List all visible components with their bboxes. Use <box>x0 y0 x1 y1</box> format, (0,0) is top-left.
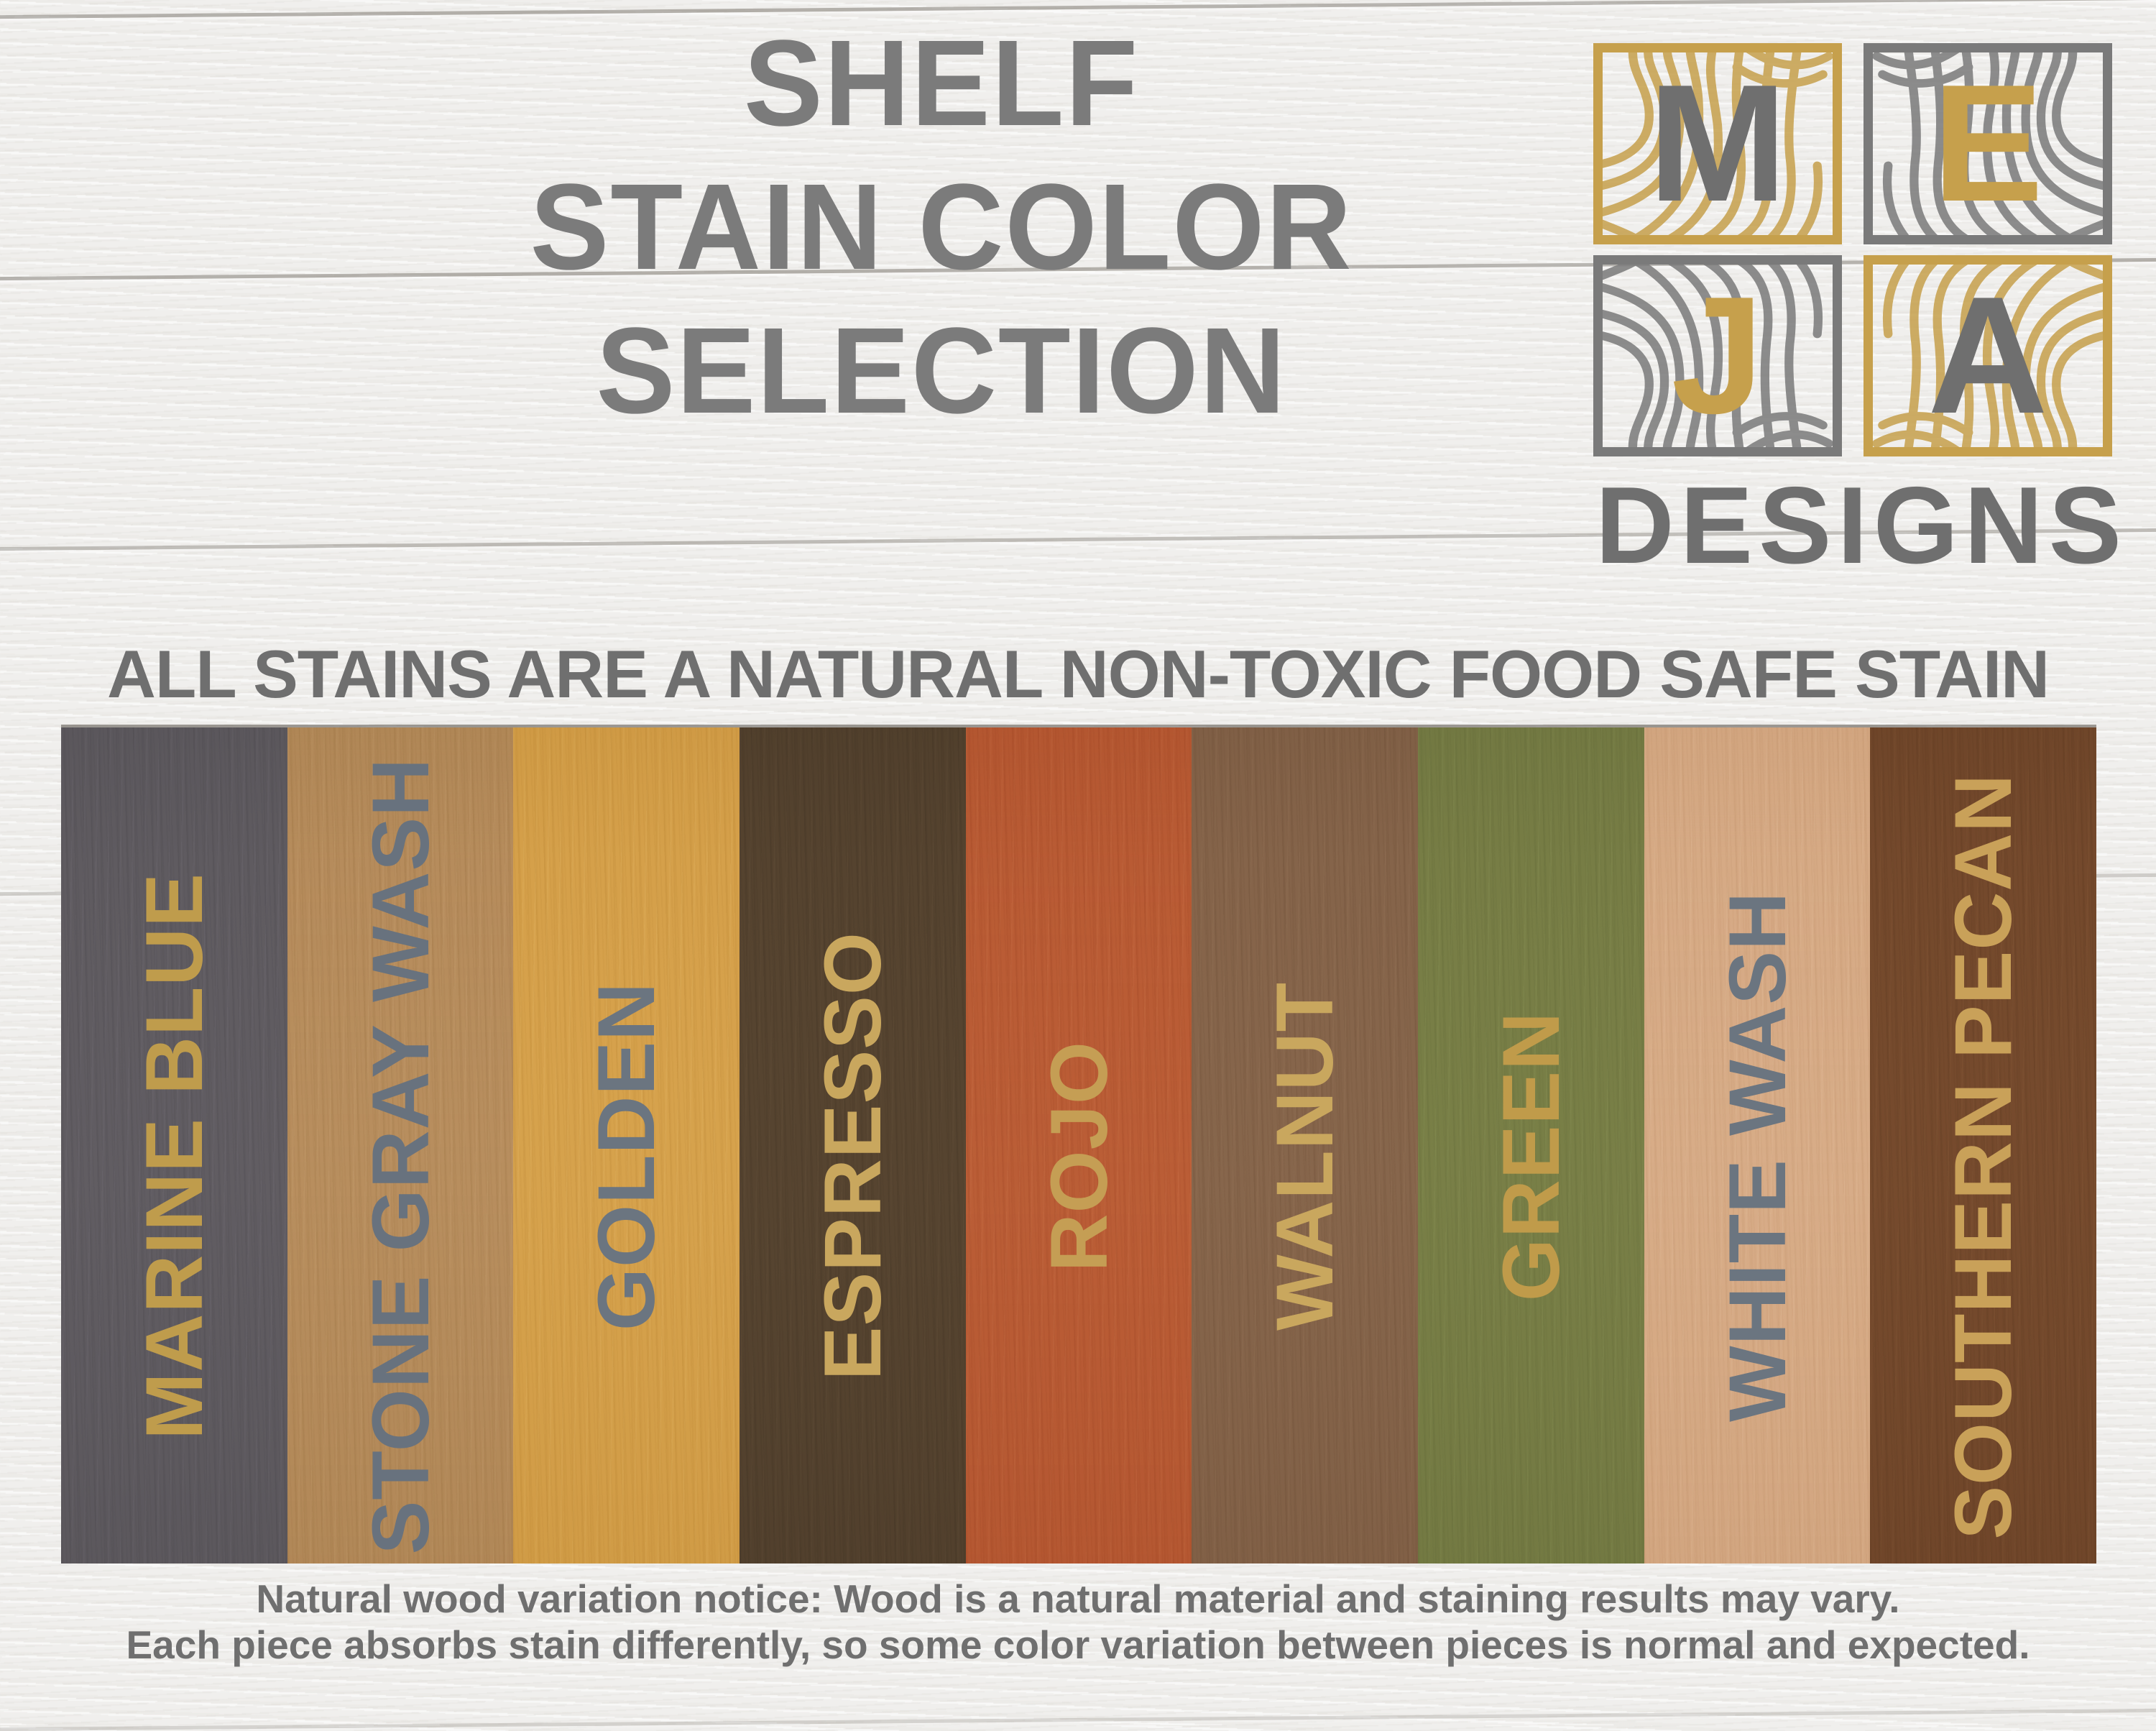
food-safe-banner: ALL STAINS ARE A NATURAL NON-TOXIC FOOD … <box>106 636 2050 712</box>
swatch-label-white-wash: WHITE WASH <box>1712 891 1802 1422</box>
logo-letter: E <box>1932 50 2044 237</box>
page-title: SHELF STAIN COLOR SELECTION <box>244 12 1639 443</box>
swatch-label-golden: GOLDEN <box>581 981 672 1331</box>
wood-grain-pattern-icon <box>1873 265 2103 447</box>
logo-letter: A <box>1927 262 2048 449</box>
logo-tile-j: J <box>1593 255 1842 456</box>
variation-notice-line-2: Each piece absorbs stain differently, so… <box>126 1622 2030 1667</box>
swatch-golden: GOLDEN <box>513 727 740 1564</box>
brand-name: DESIGNS <box>1595 464 2128 587</box>
brand-logo-monogram: M E J A <box>1593 43 2112 456</box>
swatch-walnut: WALNUT <box>1192 727 1419 1564</box>
swatch-white-wash: WHITE WASH <box>1644 727 1871 1564</box>
title-line-3: SELECTION <box>596 303 1287 439</box>
title-line-2: STAIN COLOR <box>530 159 1353 295</box>
swatch-label-rojo: ROJO <box>1033 1040 1124 1272</box>
logo-letter: M <box>1648 50 1787 237</box>
variation-notice: Natural wood variation notice: Wood is a… <box>0 1576 2156 1668</box>
logo-tile-a: A <box>1864 255 2112 456</box>
wood-grain-pattern-icon <box>1603 265 1833 447</box>
wood-grain-pattern-icon <box>1873 52 2103 235</box>
swatch-label-espresso: ESPRESSO <box>807 932 898 1381</box>
title-line-1: SHELF <box>743 15 1140 152</box>
swatch-label-stone-gray-wash: STONE GRAY WASH <box>355 758 446 1555</box>
swatch-green: GREEN <box>1418 727 1644 1564</box>
swatch-espresso: ESPRESSO <box>740 727 966 1564</box>
wood-grain-pattern-icon <box>1603 52 1833 235</box>
logo-letter: J <box>1671 262 1764 449</box>
swatch-label-green: GREEN <box>1485 1011 1576 1302</box>
plank-seam <box>0 1708 2156 1731</box>
swatch-strip: MARINE BLUE STONE GRAY WASH GOLDEN ESPRESSO… <box>61 725 2097 1564</box>
variation-notice-line-1: Natural wood variation notice: Wood is a… <box>256 1576 1900 1621</box>
logo-tile-e: E <box>1864 43 2112 244</box>
swatch-southern-pecan: SOUTHERN PECAN <box>1870 727 2097 1564</box>
swatch-label-walnut: WALNUT <box>1260 981 1350 1331</box>
swatch-marine-blue: MARINE BLUE <box>61 727 287 1564</box>
swatch-label-southern-pecan: SOUTHERN PECAN <box>1938 773 2029 1540</box>
swatch-rojo: ROJO <box>965 727 1192 1564</box>
swatch-stone-gray-wash: STONE GRAY WASH <box>287 727 514 1564</box>
logo-tile-m: M <box>1593 43 1842 244</box>
swatch-label-marine-blue: MARINE BLUE <box>129 873 219 1440</box>
